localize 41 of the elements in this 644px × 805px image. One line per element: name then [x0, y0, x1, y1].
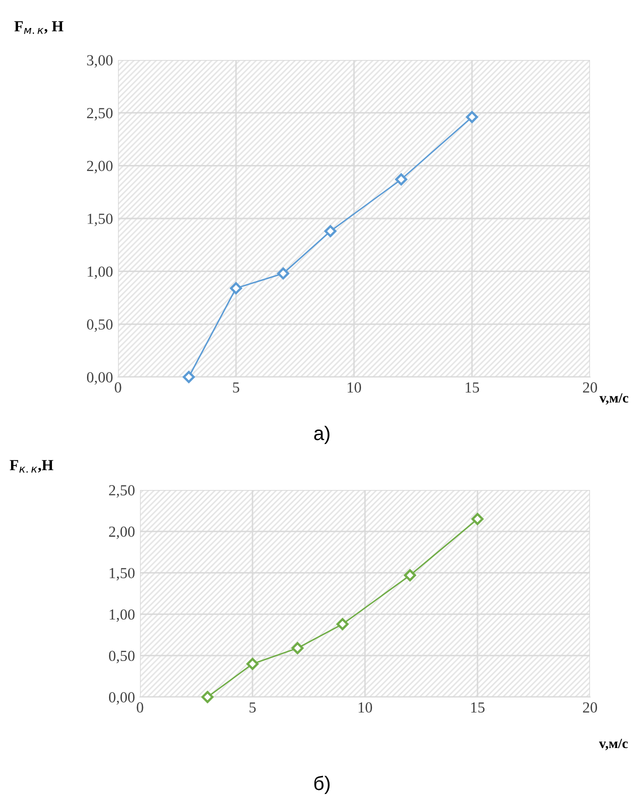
point [277, 267, 290, 280]
x-tick-label: 5 [233, 382, 240, 393]
y-tick-label: 0,00 [108, 692, 135, 705]
y-tick-label: 2,00 [87, 160, 113, 174]
y-tick-label: 1,50 [110, 568, 135, 580]
point [230, 282, 242, 294]
x-tick-label: 15 [471, 702, 485, 713]
y-tick-label: 2,50 [87, 108, 113, 120]
y-tick-label: 1,00 [88, 266, 113, 279]
x-tick-label: 15 [466, 382, 480, 393]
y-tick-label: 0,00 [86, 372, 113, 385]
text: б) [314, 776, 330, 794]
x-tick-label: 20 [583, 382, 598, 393]
x-tick-label: 10 [348, 382, 362, 393]
point [291, 642, 304, 654]
point [336, 618, 349, 630]
y-tick-label: 0,50 [86, 319, 113, 332]
x-tick-label: 20 [583, 702, 598, 713]
x-axis-title: v,м/с [599, 393, 628, 405]
y-tick-label: 3,00 [87, 55, 113, 68]
point [395, 173, 408, 186]
x-axis-title: v,м/с [599, 738, 628, 750]
point [404, 569, 416, 582]
x-tick-label: 0 [114, 382, 122, 393]
x-tick-label: 5 [250, 702, 256, 713]
y-tick-label: 2,00 [109, 526, 135, 540]
y-tick-label: 2,50 [109, 485, 135, 498]
point [246, 658, 259, 670]
y-tick-label: 1,50 [88, 214, 113, 226]
point [201, 690, 214, 704]
y-axis-title: F$_{к.к}$,Н [10, 460, 54, 473]
x-tick-label: 0 [136, 702, 144, 713]
point [466, 111, 478, 124]
y-tick-label: 0,50 [108, 650, 135, 664]
x-tick-label: 10 [358, 702, 372, 713]
point [182, 370, 195, 384]
y-axis-title: F$_{м.к}$, Н [14, 21, 64, 34]
text: а) [314, 426, 330, 444]
y-tick-label: 1,00 [110, 609, 135, 622]
point [324, 225, 336, 238]
point [471, 512, 484, 525]
